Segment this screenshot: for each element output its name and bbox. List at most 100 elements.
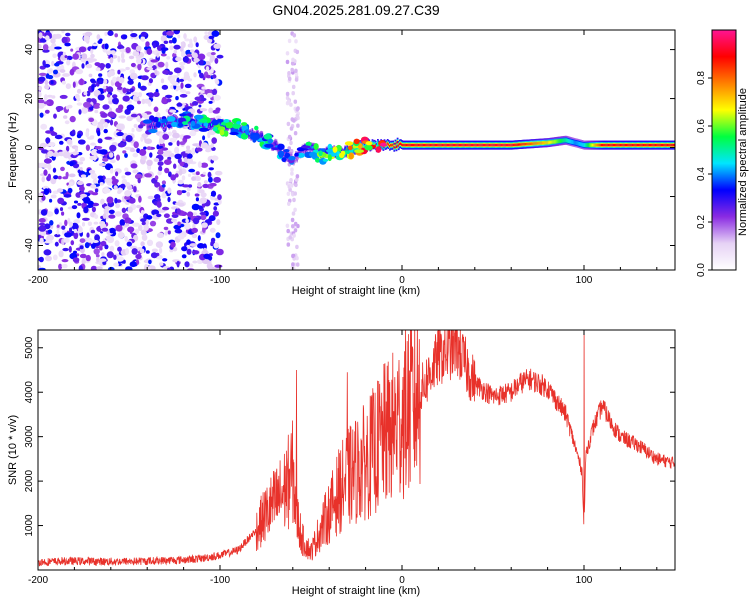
noise-blob: [116, 131, 124, 137]
noise-blob: [188, 184, 193, 188]
noise-blob: [68, 173, 76, 178]
ridge-core: [449, 143, 451, 147]
noise-blob: [73, 228, 78, 234]
noise-blob: [197, 161, 202, 169]
ridge-blob: [353, 138, 360, 145]
noise-blob: [120, 52, 125, 60]
ridge-core: [148, 125, 151, 128]
ridge-blob: [241, 125, 249, 131]
noise-blob: [135, 45, 142, 52]
ridge-blob: [155, 121, 161, 128]
noise-blob: [79, 78, 84, 85]
noise-blob: [210, 52, 216, 56]
ridge-core: [565, 139, 568, 142]
ridge-core: [558, 139, 561, 143]
ridge-core: [452, 143, 455, 147]
noise-blob: [157, 170, 162, 176]
noise-blob: [94, 234, 100, 242]
noise-blob: [42, 60, 46, 67]
noise-blob: [126, 241, 132, 247]
noise-blob: [125, 66, 130, 71]
ridge-core: [238, 127, 241, 131]
ridge-core: [591, 143, 593, 147]
noise-blob: [76, 97, 81, 102]
spectrogram-y-label: Frequency (Hz): [7, 112, 19, 188]
ridge-core: [606, 143, 609, 147]
noise-blob: [109, 144, 117, 152]
noise-blob: [52, 190, 59, 195]
ridge-blob: [267, 138, 273, 144]
ridge-core: [584, 143, 587, 147]
noise-blob: [176, 208, 181, 215]
noise-blob: [80, 193, 88, 198]
noise-blob: [73, 232, 79, 240]
ridge-blob: [344, 141, 354, 146]
noise-blob: [183, 135, 191, 139]
noise-blob: [217, 194, 222, 201]
noise-blob: [83, 237, 92, 242]
ridge-core: [166, 121, 169, 124]
ridge-core: [415, 143, 417, 147]
noise-blob: [86, 204, 94, 208]
noise-blob: [97, 138, 103, 144]
noise-blob: [71, 129, 76, 135]
noise-blob: [116, 154, 120, 161]
ridge-core: [531, 142, 533, 145]
ridge-core: [538, 142, 541, 145]
ridge-core: [409, 143, 412, 147]
x-tick-label: 100: [576, 275, 593, 286]
noise-blob: [57, 175, 62, 180]
noise-blob: [61, 263, 68, 269]
noise-blob: [68, 246, 72, 253]
noise-blob: [130, 30, 134, 33]
ridge-core: [622, 143, 625, 147]
noise-blob: [76, 88, 82, 94]
noise-blob: [134, 173, 143, 180]
ridge-blob: [309, 151, 317, 158]
noise-blob: [79, 167, 83, 171]
noise-blob: [143, 224, 149, 232]
ridge-core: [426, 143, 428, 147]
ridge-core: [209, 124, 212, 127]
noise-blob: [285, 59, 290, 65]
noise-blob: [193, 72, 197, 78]
ridge-core: [580, 143, 582, 146]
noise-blob: [61, 80, 66, 85]
noise-blob: [50, 131, 58, 136]
noise-blob: [186, 191, 191, 197]
ridge-core: [549, 141, 552, 144]
noise-blob: [290, 61, 295, 66]
noise-blob: [95, 254, 100, 258]
ridge-core: [465, 143, 468, 147]
noise-blob: [133, 123, 138, 128]
ridge-core: [379, 145, 381, 148]
ridge-core: [445, 143, 448, 147]
ridge-core: [469, 143, 472, 147]
noise-blob: [78, 109, 82, 115]
noise-blob: [43, 249, 52, 256]
x-tick-label: 100: [576, 575, 593, 586]
noise-blob: [136, 57, 142, 65]
ridge-core: [493, 143, 496, 147]
noise-blob: [83, 35, 90, 42]
ridge-core: [657, 143, 660, 147]
noise-blob: [90, 78, 96, 83]
ridge-core: [671, 143, 674, 147]
noise-blob: [90, 149, 99, 156]
ridge-core: [593, 143, 595, 147]
ridge-core: [412, 143, 414, 147]
snr-frame: [37, 329, 676, 571]
ridge-core: [146, 125, 149, 129]
ridge-core: [408, 143, 411, 147]
ridge-blob: [142, 119, 152, 124]
noise-blob: [126, 115, 133, 122]
x-tick-label: 0: [399, 575, 405, 586]
noise-blob: [206, 92, 213, 98]
noise-blob: [292, 197, 296, 203]
ridge-core: [668, 143, 671, 147]
ridge-core: [421, 143, 424, 147]
noise-blob: [103, 85, 107, 90]
noise-blob: [75, 192, 82, 198]
noise-blob: [103, 122, 109, 128]
x-tick-label: -200: [28, 575, 48, 586]
